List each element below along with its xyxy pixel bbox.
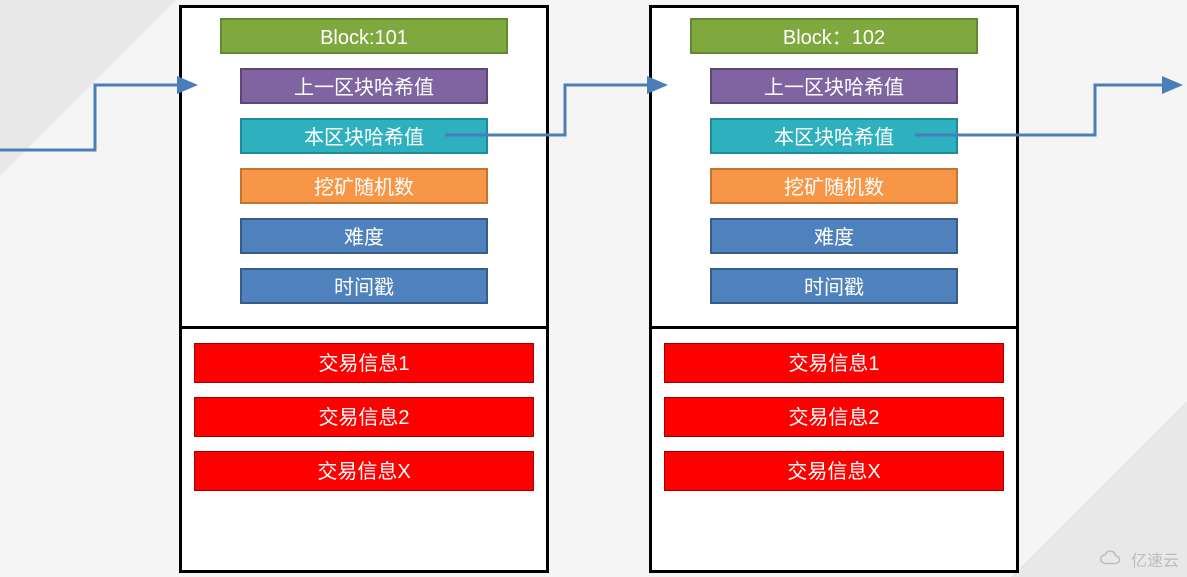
block-header: Block:101 上一区块哈希值本区块哈希值挖矿随机数难度时间戳 (182, 8, 546, 326)
field-this_hash: 本区块哈希值 (710, 118, 958, 154)
cloud-icon (1097, 550, 1127, 568)
field-nonce: 挖矿随机数 (710, 168, 958, 204)
field-difficulty: 难度 (710, 218, 958, 254)
watermark-text: 亿速云 (1131, 547, 1179, 571)
field-timestamp: 时间戳 (240, 268, 488, 304)
field-this_hash: 本区块哈希值 (240, 118, 488, 154)
transaction-row: 交易信息1 (664, 343, 1004, 383)
transactions-area: 交易信息1 交易信息2 交易信息X (652, 329, 1016, 505)
transactions-area: 交易信息1 交易信息2 交易信息X (182, 329, 546, 505)
watermark: 亿速云 (1097, 547, 1179, 571)
field-nonce: 挖矿随机数 (240, 168, 488, 204)
block-block-101: Block:101上一区块哈希值本区块哈希值挖矿随机数难度时间戳交易信息1交易信… (179, 5, 549, 573)
field-prev_hash: 上一区块哈希值 (710, 68, 958, 104)
field-title: Block：102 (690, 18, 978, 54)
transaction-row: 交易信息1 (194, 343, 534, 383)
block-block-102: Block：102上一区块哈希值本区块哈希值挖矿随机数难度时间戳交易信息1交易信… (649, 5, 1019, 573)
transaction-row: 交易信息2 (194, 397, 534, 437)
field-timestamp: 时间戳 (710, 268, 958, 304)
diagram-stage: Block:101上一区块哈希值本区块哈希值挖矿随机数难度时间戳交易信息1交易信… (0, 0, 1187, 577)
transaction-row: 交易信息2 (664, 397, 1004, 437)
transaction-row: 交易信息X (194, 451, 534, 491)
block-header: Block：102 上一区块哈希值本区块哈希值挖矿随机数难度时间戳 (652, 8, 1016, 326)
field-title: Block:101 (220, 18, 508, 54)
field-prev_hash: 上一区块哈希值 (240, 68, 488, 104)
transaction-row: 交易信息X (664, 451, 1004, 491)
field-difficulty: 难度 (240, 218, 488, 254)
